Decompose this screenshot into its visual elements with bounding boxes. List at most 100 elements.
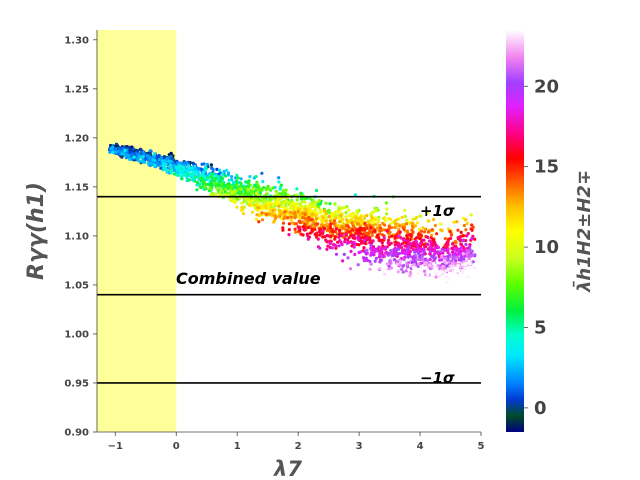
scatter-point	[359, 250, 363, 254]
scatter-point	[434, 285, 438, 289]
scatter-point	[347, 236, 351, 240]
scatter-point	[358, 231, 362, 235]
scatter-point	[408, 249, 412, 254]
scatter-point	[410, 221, 414, 225]
scatter-point	[255, 191, 259, 195]
scatter-point	[359, 236, 363, 240]
scatter-point	[279, 183, 283, 187]
scatter-point	[422, 286, 427, 290]
scatter-point	[440, 277, 445, 281]
scatter-point	[419, 274, 423, 278]
scatter-point	[336, 240, 340, 244]
scatter-point	[241, 212, 246, 216]
scatter-point	[411, 230, 415, 234]
scatter-point	[348, 230, 352, 234]
scatter-point	[448, 259, 452, 263]
scatter-point	[449, 266, 453, 270]
scatter-point	[208, 186, 212, 190]
x-tick-label: 0	[173, 441, 180, 452]
scatter-point	[378, 255, 382, 259]
scatter-point	[228, 189, 232, 193]
scatter-point	[303, 200, 307, 205]
scatter-point	[314, 217, 318, 221]
scatter-point	[330, 230, 335, 234]
x-axis-label: λ7	[273, 457, 302, 480]
scatter-point	[155, 162, 160, 166]
scatter-point	[127, 153, 131, 157]
scatter-point	[432, 217, 436, 222]
scatter-point	[438, 287, 442, 291]
scatter-point	[454, 259, 458, 263]
scatter-point	[419, 233, 423, 237]
scatter-point	[424, 227, 428, 231]
scatter-point	[422, 250, 426, 254]
scatter-point	[453, 266, 457, 270]
scatter-point	[389, 221, 393, 226]
scatter-point	[326, 234, 331, 238]
scatter-point	[239, 181, 243, 185]
scatter-point	[128, 157, 132, 161]
scatter-point	[169, 167, 174, 171]
scatter-point	[278, 214, 282, 218]
scatter-point	[284, 188, 288, 192]
scatter-point	[339, 214, 343, 218]
colorbar-tick-label: 0	[534, 398, 547, 419]
scatter-point	[267, 212, 271, 216]
scatter-point	[364, 236, 368, 240]
scatter-point	[336, 209, 340, 213]
scatter-point	[465, 252, 469, 256]
scatter-point	[446, 248, 450, 252]
scatter-point	[232, 199, 236, 204]
scatter-point	[410, 260, 414, 265]
scatter-point	[224, 168, 229, 172]
scatter-point	[462, 223, 466, 228]
scatter-point	[369, 243, 373, 247]
scatter-point	[465, 221, 469, 226]
scatter-point	[165, 168, 169, 172]
scatter-point	[295, 187, 299, 191]
scatter-point	[464, 228, 468, 232]
scatter-point	[408, 274, 412, 278]
scatter-point	[241, 206, 245, 210]
scatter-point	[422, 238, 426, 242]
scatter-point	[301, 200, 305, 204]
scatter-point	[430, 254, 434, 258]
scatter-point	[386, 253, 390, 257]
scatter-point	[301, 233, 305, 237]
scatter-point	[254, 217, 259, 221]
scatter-point	[391, 253, 395, 258]
scatter-point	[295, 198, 299, 202]
scatter-point	[331, 233, 335, 237]
scatter-point	[374, 256, 378, 260]
scatter-point	[309, 218, 313, 222]
scatter-point	[361, 256, 366, 260]
scatter-point	[411, 217, 415, 221]
scatter-point	[211, 168, 215, 172]
scatter-point	[132, 155, 136, 159]
scatter-point	[415, 243, 419, 247]
scatter-point	[164, 162, 168, 167]
scatter-point	[204, 187, 208, 191]
scatter-point	[472, 298, 476, 302]
scatter-point	[407, 268, 411, 272]
scatter-point	[204, 167, 208, 171]
scatter-point	[211, 172, 215, 176]
scatter-point	[378, 226, 383, 230]
scatter-point	[449, 236, 453, 240]
scatter-point	[341, 259, 345, 263]
scatter-point	[213, 181, 217, 185]
scatter-point	[311, 212, 315, 216]
scatter-point	[459, 230, 463, 234]
scatter-point	[378, 260, 382, 264]
scatter-point	[452, 220, 456, 224]
scatter-point	[467, 261, 471, 265]
scatter-point	[326, 244, 330, 248]
scatter-point	[434, 275, 438, 279]
scatter-point	[472, 269, 476, 273]
scatter-point	[325, 247, 329, 251]
scatter-point	[271, 212, 275, 216]
scatter-point	[340, 242, 344, 247]
scatter-point	[234, 189, 238, 193]
scatter-point	[450, 284, 454, 288]
